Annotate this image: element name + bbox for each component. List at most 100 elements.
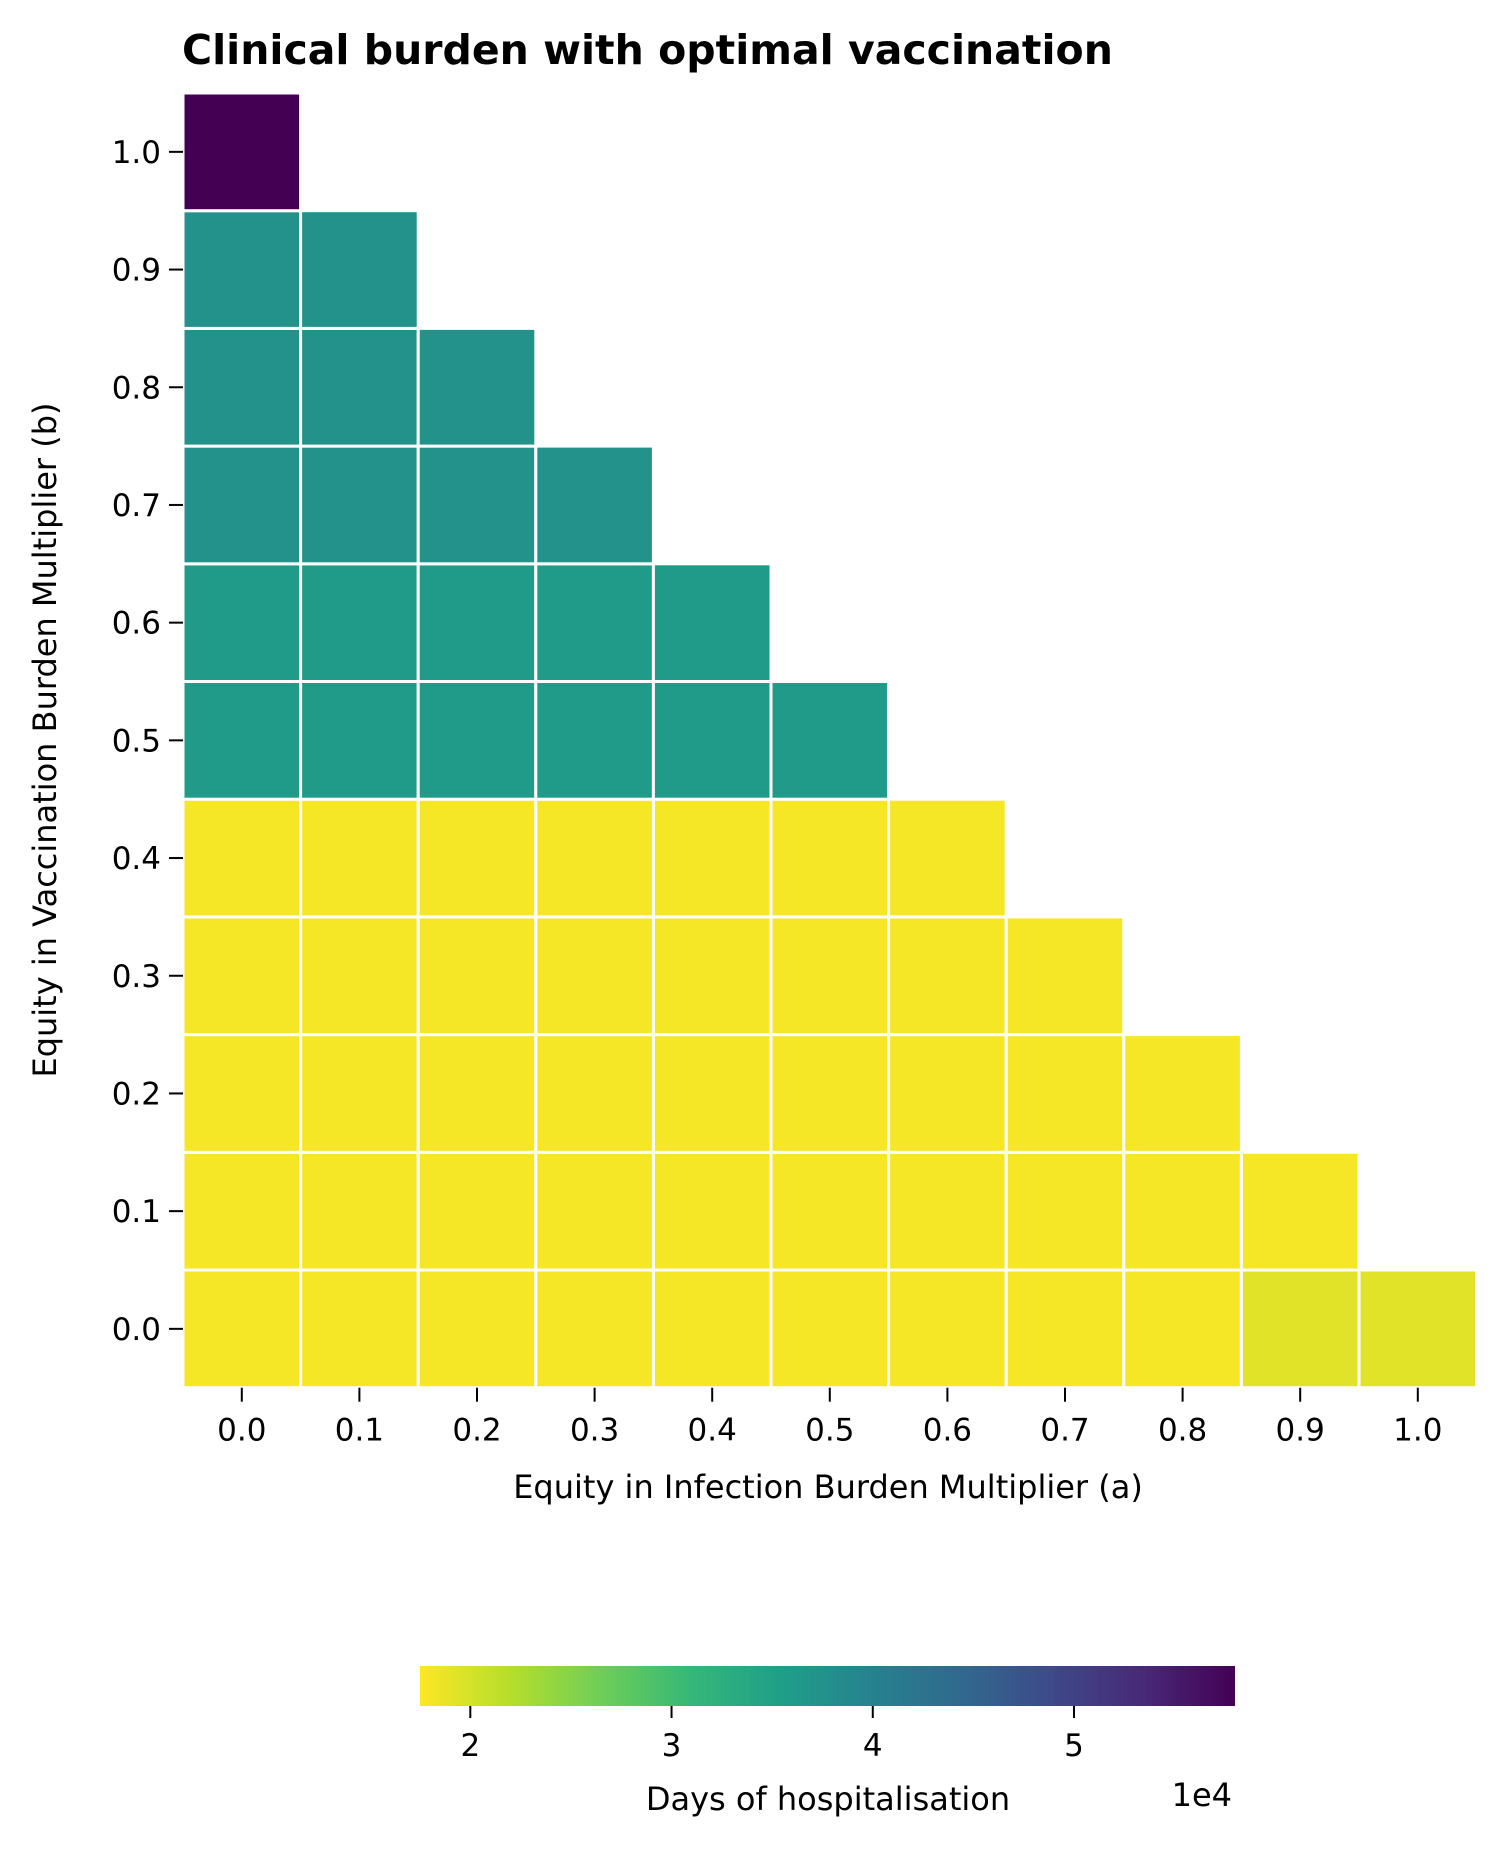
heatmap-cell xyxy=(416,326,538,448)
colorbar-ticks: 2 3 4 5 xyxy=(460,1706,1084,1764)
heatmap-cell xyxy=(181,1268,303,1390)
heatmap-cell xyxy=(416,680,538,801)
heatmap-cell xyxy=(416,562,538,683)
y-tick-label: 0.9 xyxy=(112,253,161,289)
colorbar-tick-label: 5 xyxy=(1064,1728,1084,1764)
heatmap-cell xyxy=(299,1268,420,1390)
y-tick-label: 0.1 xyxy=(112,1194,161,1230)
x-axis-label: Equity in Infection Burden Multiplier (a… xyxy=(513,1468,1143,1506)
heatmap-cell xyxy=(1239,1268,1361,1390)
colorbar xyxy=(420,1666,1235,1706)
heatmap-cell xyxy=(416,915,538,1037)
colorbar-offset-label: 1e4 xyxy=(1172,1776,1232,1814)
y-tick-label: 0.4 xyxy=(112,841,161,877)
heatmap-cell xyxy=(181,209,303,330)
heatmap-cell xyxy=(651,1268,773,1390)
heatmap-cell xyxy=(887,1150,1008,1272)
heatmap-cell xyxy=(1357,1268,1479,1390)
y-tick-label: 0.8 xyxy=(112,370,161,406)
heatmap-cell xyxy=(534,1150,655,1272)
x-tick-label: 0.5 xyxy=(805,1413,854,1449)
heatmap-cell xyxy=(299,326,420,448)
heatmap-cell xyxy=(181,444,303,566)
heatmap-cell xyxy=(651,915,773,1037)
heatmap-cell xyxy=(534,680,655,801)
heatmap-cell xyxy=(769,680,891,801)
heatmap-cell xyxy=(651,1150,773,1272)
x-axis: 0.0 0.1 0.2 0.3 0.4 0.5 0.6 0.7 0.8 0.9 1.0 xyxy=(217,1387,1442,1449)
heatmap-cell xyxy=(416,1268,538,1390)
heatmap-cell xyxy=(534,1268,655,1390)
y-tick-label: 0.3 xyxy=(112,959,161,995)
heatmap-cell xyxy=(299,1150,420,1272)
heatmap-cell xyxy=(299,1033,420,1154)
heatmap-cell xyxy=(887,1268,1008,1390)
heatmap-cell xyxy=(1004,1150,1126,1272)
heatmap-cell xyxy=(1122,1268,1243,1390)
heatmap-cell xyxy=(1004,1268,1126,1390)
y-tick-label: 1.0 xyxy=(112,135,161,171)
heatmap-cell xyxy=(299,562,420,683)
heatmap-cell xyxy=(181,1150,303,1272)
colorbar-label: Days of hospitalisation xyxy=(646,1780,1010,1818)
x-tick-label: 0.0 xyxy=(217,1413,266,1449)
y-axis-label: Equity in Vaccination Burden Multiplier … xyxy=(26,402,64,1077)
heatmap-cell xyxy=(299,209,420,330)
heatmap-cell xyxy=(769,1150,891,1272)
heatmap-cell xyxy=(416,1033,538,1154)
heatmap-cell xyxy=(534,1033,655,1154)
x-tick-label: 0.6 xyxy=(923,1413,972,1449)
heatmap-cell xyxy=(299,444,420,566)
x-tick-label: 0.1 xyxy=(335,1413,384,1449)
heatmap-cell xyxy=(534,444,655,566)
y-tick-label: 0.7 xyxy=(112,488,161,524)
heatmap-cell xyxy=(651,1033,773,1154)
y-tick-label: 0.6 xyxy=(112,606,161,642)
heatmap-cells xyxy=(181,91,1479,1390)
chart-title: Clinical burden with optimal vaccination xyxy=(182,26,1113,74)
heatmap-cell xyxy=(181,1033,303,1154)
colorbar-tick-label: 3 xyxy=(662,1728,682,1764)
colorbar-tick-label: 4 xyxy=(863,1728,883,1764)
heatmap-cell xyxy=(1004,915,1126,1037)
heatmap-cell xyxy=(1239,1150,1361,1272)
heatmap-cell xyxy=(299,680,420,801)
heatmap-cell xyxy=(887,915,1008,1037)
x-tick-label: 0.2 xyxy=(452,1413,501,1449)
heatmap-cell xyxy=(769,1268,891,1390)
heatmap-cell xyxy=(1122,1150,1243,1272)
heatmap-cell xyxy=(651,797,773,919)
heatmap-cell xyxy=(181,91,303,213)
x-tick-label: 0.4 xyxy=(688,1413,737,1449)
y-tick-label: 0.2 xyxy=(112,1076,161,1112)
heatmap-cell xyxy=(416,444,538,566)
heatmap-cell xyxy=(769,1033,891,1154)
heatmap-cell xyxy=(534,797,655,919)
heatmap-cell xyxy=(181,915,303,1037)
y-tick-label: 0.5 xyxy=(112,723,161,759)
heatmap-cell xyxy=(181,326,303,448)
heatmap-cell xyxy=(416,797,538,919)
heatmap-cell xyxy=(1004,1033,1126,1154)
heatmap-cell xyxy=(181,562,303,683)
heatmap-cell xyxy=(534,915,655,1037)
heatmap-cell xyxy=(651,680,773,801)
y-tick-label: 0.0 xyxy=(112,1312,161,1348)
heatmap-cell xyxy=(651,562,773,683)
x-tick-label: 1.0 xyxy=(1393,1413,1442,1449)
heatmap-cell xyxy=(769,915,891,1037)
x-tick-label: 0.7 xyxy=(1040,1413,1089,1449)
colorbar-tick-label: 2 xyxy=(460,1728,480,1764)
heatmap-cell xyxy=(887,797,1008,919)
x-tick-label: 0.3 xyxy=(570,1413,619,1449)
heatmap-cell xyxy=(181,797,303,919)
heatmap-cell xyxy=(534,562,655,683)
heatmap-cell xyxy=(181,680,303,801)
y-axis: 0.0 0.1 0.2 0.3 0.4 0.5 0.6 0.7 0.8 0.9 1.0 xyxy=(112,135,183,1348)
heatmap-cell xyxy=(887,1033,1008,1154)
heatmap-cell xyxy=(416,1150,538,1272)
heatmap-cell xyxy=(299,915,420,1037)
heatmap-cell xyxy=(299,797,420,919)
